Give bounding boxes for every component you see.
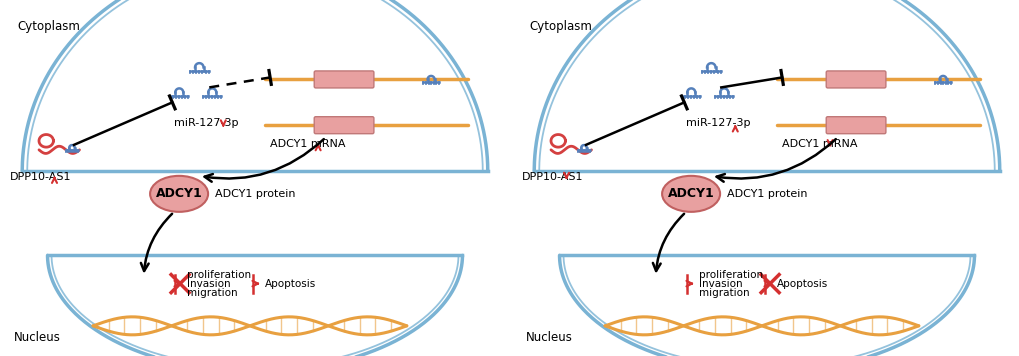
Text: ADCY1 mRNA: ADCY1 mRNA [782, 139, 857, 149]
Text: migration: migration [186, 288, 237, 298]
Text: ADCY1: ADCY1 [667, 187, 713, 200]
FancyBboxPatch shape [314, 117, 374, 134]
Text: Apoptosis: Apoptosis [776, 279, 827, 289]
Text: DPP10-AS1: DPP10-AS1 [522, 172, 583, 182]
Text: ADCY1 mRNA: ADCY1 mRNA [270, 139, 345, 149]
Text: miR-127-3p: miR-127-3p [686, 119, 750, 129]
Text: Invasion: Invasion [698, 279, 742, 289]
Text: Nucleus: Nucleus [14, 331, 61, 344]
Text: proliferation: proliferation [186, 269, 251, 279]
Text: DPP10-AS1: DPP10-AS1 [10, 172, 71, 182]
Text: proliferation: proliferation [698, 269, 762, 279]
Text: miR-127-3p: miR-127-3p [174, 119, 238, 129]
Ellipse shape [150, 176, 208, 212]
Text: Cytoplasm: Cytoplasm [529, 20, 591, 33]
Text: Apoptosis: Apoptosis [265, 279, 316, 289]
FancyBboxPatch shape [314, 71, 374, 88]
Text: migration: migration [698, 288, 749, 298]
Text: Cytoplasm: Cytoplasm [17, 20, 79, 33]
FancyBboxPatch shape [825, 117, 886, 134]
Text: ADCY1: ADCY1 [156, 187, 203, 200]
Text: ADCY1 protein: ADCY1 protein [215, 189, 296, 199]
Text: Invasion: Invasion [186, 279, 230, 289]
Ellipse shape [661, 176, 719, 212]
FancyBboxPatch shape [825, 71, 886, 88]
Text: ADCY1 protein: ADCY1 protein [727, 189, 807, 199]
Text: Nucleus: Nucleus [526, 331, 573, 344]
